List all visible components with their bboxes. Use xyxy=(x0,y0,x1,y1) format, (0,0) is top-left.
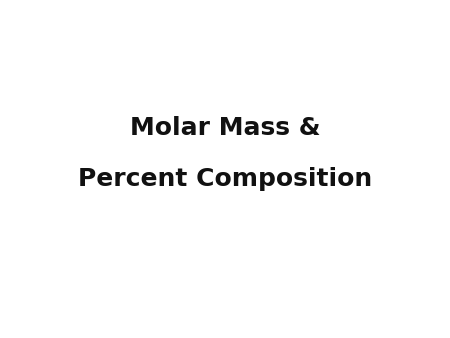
Text: Percent Composition: Percent Composition xyxy=(78,167,372,191)
Text: Molar Mass &: Molar Mass & xyxy=(130,116,320,141)
